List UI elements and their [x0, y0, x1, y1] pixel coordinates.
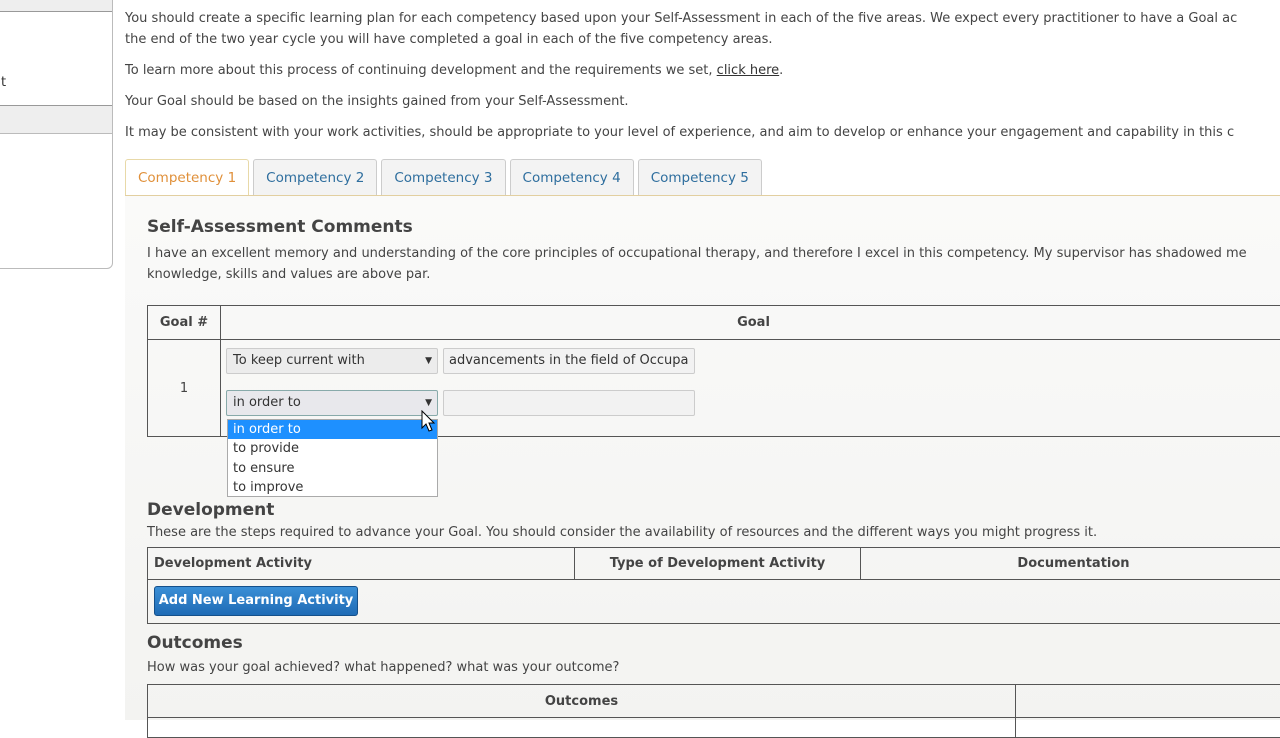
self-assessment-line1: I have an excellent memory and understan… — [147, 243, 1280, 264]
goal-verb-value: To keep current with — [233, 353, 365, 368]
goal-header: Goal — [221, 306, 1280, 340]
documentation-header: Documentation — [861, 548, 1280, 580]
goal-purpose-select[interactable]: in order to▼ — [226, 390, 438, 416]
intro-p3: Your Goal should be based on the insight… — [125, 91, 1280, 112]
dropdown-option[interactable]: in order to — [228, 420, 437, 439]
self-assessment-title: Self-Assessment Comments — [147, 217, 413, 237]
outcomes-header-2 — [1016, 685, 1280, 718]
goal-purpose-dropdown: in order to to provide to ensure to impr… — [227, 419, 438, 497]
sidebar-item[interactable]: t — [1, 75, 6, 90]
outcomes-table: Outcomes — [147, 684, 1280, 738]
development-activity-header: Development Activity — [148, 548, 575, 580]
self-assessment-text: I have an excellent memory and understan… — [147, 243, 1280, 285]
type-header: Type of Development Activity — [575, 548, 861, 580]
add-learning-activity-button[interactable]: Add New Learning Activity — [154, 586, 358, 616]
tab-competency-4[interactable]: Competency 4 — [510, 159, 634, 195]
tab-competency-3[interactable]: Competency 3 — [381, 159, 505, 195]
dropdown-option[interactable]: to ensure — [228, 459, 437, 478]
dropdown-option[interactable]: to improve — [228, 478, 437, 497]
goal-subject-input[interactable]: advancements in the field of Occupa — [443, 348, 695, 374]
sidebar-header — [0, 0, 112, 12]
development-title: Development — [147, 500, 274, 520]
goal-purpose-value: in order to — [233, 395, 301, 410]
goal-row-number: 1 — [148, 340, 221, 437]
intro-p1b: the end of the two year cycle you will h… — [125, 29, 1280, 50]
intro-p1: You should create a specific learning pl… — [125, 8, 1280, 29]
intro-p2-text: To learn more about this process of cont… — [125, 63, 717, 78]
competency-tabs: Competency 1 Competency 2 Competency 3 C… — [125, 159, 762, 196]
intro-p2: To learn more about this process of cont… — [125, 60, 1280, 81]
chevron-down-icon: ▼ — [425, 349, 432, 373]
intro-text: You should create a specific learning pl… — [125, 8, 1280, 153]
tab-competency-2[interactable]: Competency 2 — [253, 159, 377, 195]
outcomes-header: Outcomes — [148, 685, 1016, 718]
dropdown-option[interactable]: to provide — [228, 439, 437, 458]
sidebar-band — [0, 105, 112, 134]
outcomes-title: Outcomes — [147, 633, 243, 653]
development-text: These are the steps required to advance … — [147, 522, 1097, 543]
outcomes-text: How was your goal achieved? what happene… — [147, 657, 619, 678]
self-assessment-line2: knowledge, skills and values are above p… — [147, 264, 1280, 285]
tab-competency-1[interactable]: Competency 1 — [125, 159, 249, 196]
goal-purpose-input[interactable] — [443, 390, 695, 416]
tab-competency-5[interactable]: Competency 5 — [638, 159, 762, 195]
sidebar-panel: t — [0, 0, 113, 269]
click-here-link[interactable]: click here — [717, 63, 779, 78]
intro-p4: It may be consistent with your work acti… — [125, 122, 1280, 143]
goal-number-header: Goal # — [148, 306, 221, 340]
mouse-cursor-icon — [421, 410, 437, 434]
intro-p2-suffix: . — [779, 63, 783, 78]
goal-verb-select[interactable]: To keep current with ▼ — [226, 348, 438, 374]
